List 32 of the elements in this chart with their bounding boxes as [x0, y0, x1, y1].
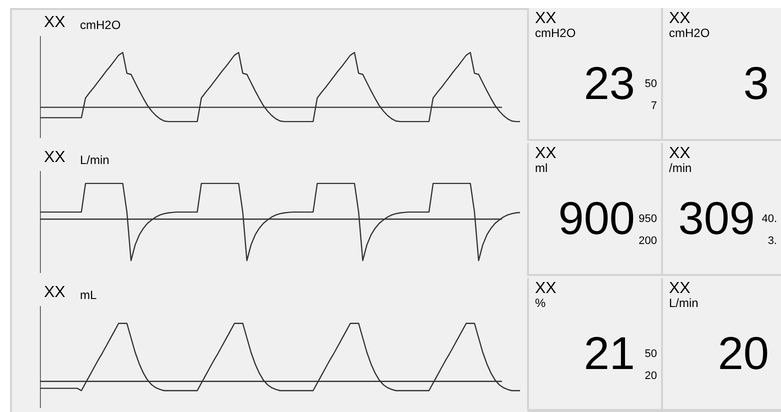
chart-title: XX	[44, 284, 66, 302]
text: 950	[638, 213, 657, 225]
chart-subtitle: L/min	[80, 153, 110, 167]
text: 900	[558, 192, 635, 244]
text: XX	[535, 10, 556, 27]
text: cmH2O	[535, 26, 576, 40]
chart-title: XX	[44, 14, 66, 32]
text: %	[535, 296, 546, 310]
chart-subtitle: mL	[80, 288, 97, 302]
text: XX	[535, 280, 556, 297]
text: 50	[644, 78, 657, 90]
text: 20	[644, 370, 657, 382]
chart-title: XX	[44, 149, 66, 167]
text: 21	[584, 327, 635, 379]
text: 50	[644, 348, 657, 360]
text: XX	[669, 145, 690, 162]
text: XX	[535, 145, 556, 162]
text: XX	[669, 280, 690, 297]
text: 40.	[762, 213, 777, 225]
text: 309	[678, 192, 755, 244]
text: L/min	[669, 296, 698, 310]
text: 7	[650, 100, 657, 112]
text: /min	[669, 161, 692, 175]
text: cmH2O	[669, 26, 710, 40]
text: ml	[535, 161, 548, 175]
text: 23	[584, 57, 635, 109]
text: 3	[743, 57, 769, 109]
chart-subtitle: cmH2O	[80, 18, 121, 32]
text: 20	[718, 327, 769, 379]
text: 200	[638, 235, 657, 247]
text: 3.	[768, 235, 777, 247]
text: XX	[669, 10, 690, 27]
